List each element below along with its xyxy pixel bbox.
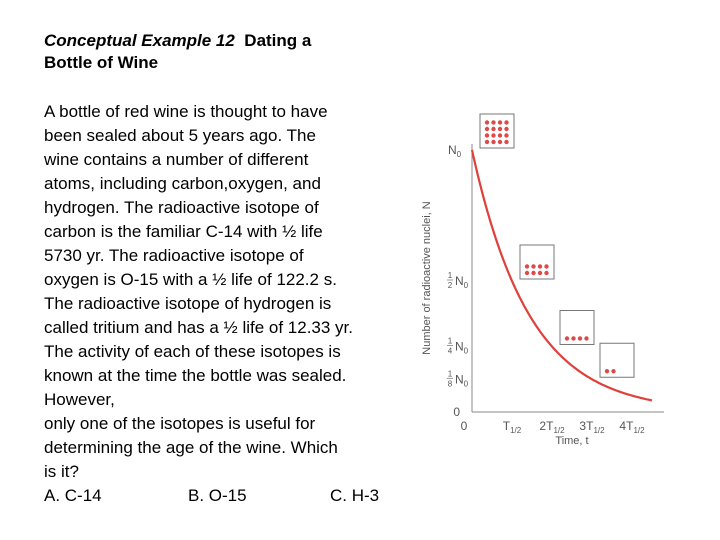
body-line: been sealed about 5 years ago. The (44, 126, 316, 145)
nucleus-dot (524, 264, 530, 269)
tick-frac-num: 1 (448, 271, 453, 280)
nucleus-dot (497, 126, 503, 132)
nucleus-dot (504, 126, 509, 132)
decay-curve-line (470, 149, 653, 402)
tick-frac-num: 1 (448, 337, 453, 346)
nucleus-dot (611, 369, 616, 374)
y-tick-label: 14 N0 (447, 337, 469, 356)
tick-frac-den: 8 (448, 379, 453, 388)
body-line: is it? (44, 462, 79, 481)
nucleus-dot (497, 139, 503, 145)
tick-zero: 0 (453, 405, 460, 419)
slide-title: Conceptual Example 12 Dating a Bottle of… (44, 30, 424, 74)
body-line: carbon is the familiar C-14 with ½ life (44, 222, 323, 241)
nucleus-dot (497, 120, 503, 125)
body-line: determining the age of the wine. Which (44, 438, 338, 457)
body-line: A bottle of red wine is thought to have (44, 102, 328, 121)
y-tick-label: 18 N0 (447, 369, 469, 388)
body-line: only one of the isotopes is useful for (44, 414, 316, 433)
body-line: wine contains a number of different (44, 150, 309, 169)
nucleus-dot (537, 270, 543, 276)
y-axis-label: Number of radioactive nuclei, N (421, 201, 433, 355)
body-line: atoms, including carbon,oxygen, and (44, 174, 321, 193)
answer-c: C. H-3 (330, 486, 380, 505)
x-tick-label: T1/2 (503, 419, 522, 435)
x-tick-label: 3T1/2 (579, 419, 605, 435)
x-tick-label: 4T1/2 (619, 419, 645, 435)
y-tick-label: 12 N0 (447, 271, 469, 290)
nucleus-dot (504, 139, 509, 145)
nucleus-dot (564, 336, 570, 341)
nucleus-dot (531, 264, 536, 269)
tick-frac-num: 1 (448, 369, 453, 378)
nucleus-dot (484, 139, 490, 145)
nucleus-dot (571, 336, 576, 341)
body-line: 5730 yr. The radioactive isotope of (44, 246, 304, 265)
title-line2: Bottle of Wine (44, 53, 159, 72)
answer-options: A. C-14 B. O-15 C. H-3 (44, 484, 424, 508)
x-tick-labels: 0 T1/2 2T1/2 3T1/2 4T1/2 (461, 419, 645, 435)
y-axis-label-text: Number of radioactive nuclei, N (421, 201, 433, 355)
nuclei-boxes (479, 113, 635, 378)
tick-n0: N0 (448, 143, 462, 159)
nucleus-dot (484, 120, 490, 125)
nucleus-dot (491, 126, 496, 132)
tick-n0: N0 (455, 340, 469, 356)
nuclei-box (599, 342, 635, 378)
nuclei-box (519, 244, 555, 280)
body-line: The activity of each of these isotopes i… (44, 342, 341, 361)
title-italic: Conceptual Example 12 (44, 31, 235, 50)
body-line: hydrogen. The radioactive isotope of (44, 198, 319, 217)
body-line: However, (44, 390, 115, 409)
nucleus-dot (491, 139, 496, 145)
nucleus-dot (497, 133, 503, 138)
nucleus-dot (584, 336, 589, 341)
nucleus-dot (544, 264, 549, 269)
question-text: A bottle of red wine is thought to have … (44, 100, 424, 508)
nucleus-dot (504, 133, 509, 138)
axes (471, 144, 664, 413)
answer-b: B. O-15 (188, 486, 247, 505)
nucleus-dot (604, 369, 610, 374)
tick-frac-den: 4 (448, 347, 453, 356)
nucleus-dot (544, 270, 549, 276)
nucleus-dot (491, 133, 496, 138)
nucleus-dot (524, 270, 530, 276)
tick-frac-den: 2 (448, 281, 453, 290)
body-line: known at the time the bottle was sealed. (44, 366, 347, 385)
tick-n0: N0 (455, 274, 469, 290)
y-tick-label: N0 (448, 143, 462, 159)
nucleus-dot (484, 126, 490, 132)
body-line: oxygen is O-15 with a ½ life of 122.2 s. (44, 270, 337, 289)
body-line: The radioactive isotope of hydrogen is (44, 294, 332, 313)
nucleus-dot (577, 336, 583, 341)
body-line: called tritium and has a ½ life of 12.33… (44, 318, 354, 337)
nucleus-dot (537, 264, 543, 269)
nuclei-box (479, 113, 515, 149)
nucleus-dot (491, 120, 496, 125)
decay-curve (470, 149, 653, 402)
nuclei-box-frame (599, 342, 635, 378)
x-axis-label: Time, t (555, 435, 588, 447)
nucleus-dot (531, 270, 536, 276)
x-tick-label: 0 (461, 419, 468, 433)
nucleus-dot (504, 120, 509, 125)
tick-n0: N0 (455, 372, 469, 388)
title-rest: Dating a (234, 31, 312, 50)
y-tick-label: 0 (453, 405, 460, 419)
answer-a: A. C-14 (44, 486, 102, 505)
nucleus-dot (484, 133, 490, 138)
x-tick-label: 2T1/2 (539, 419, 565, 435)
nuclei-box (559, 310, 595, 345)
